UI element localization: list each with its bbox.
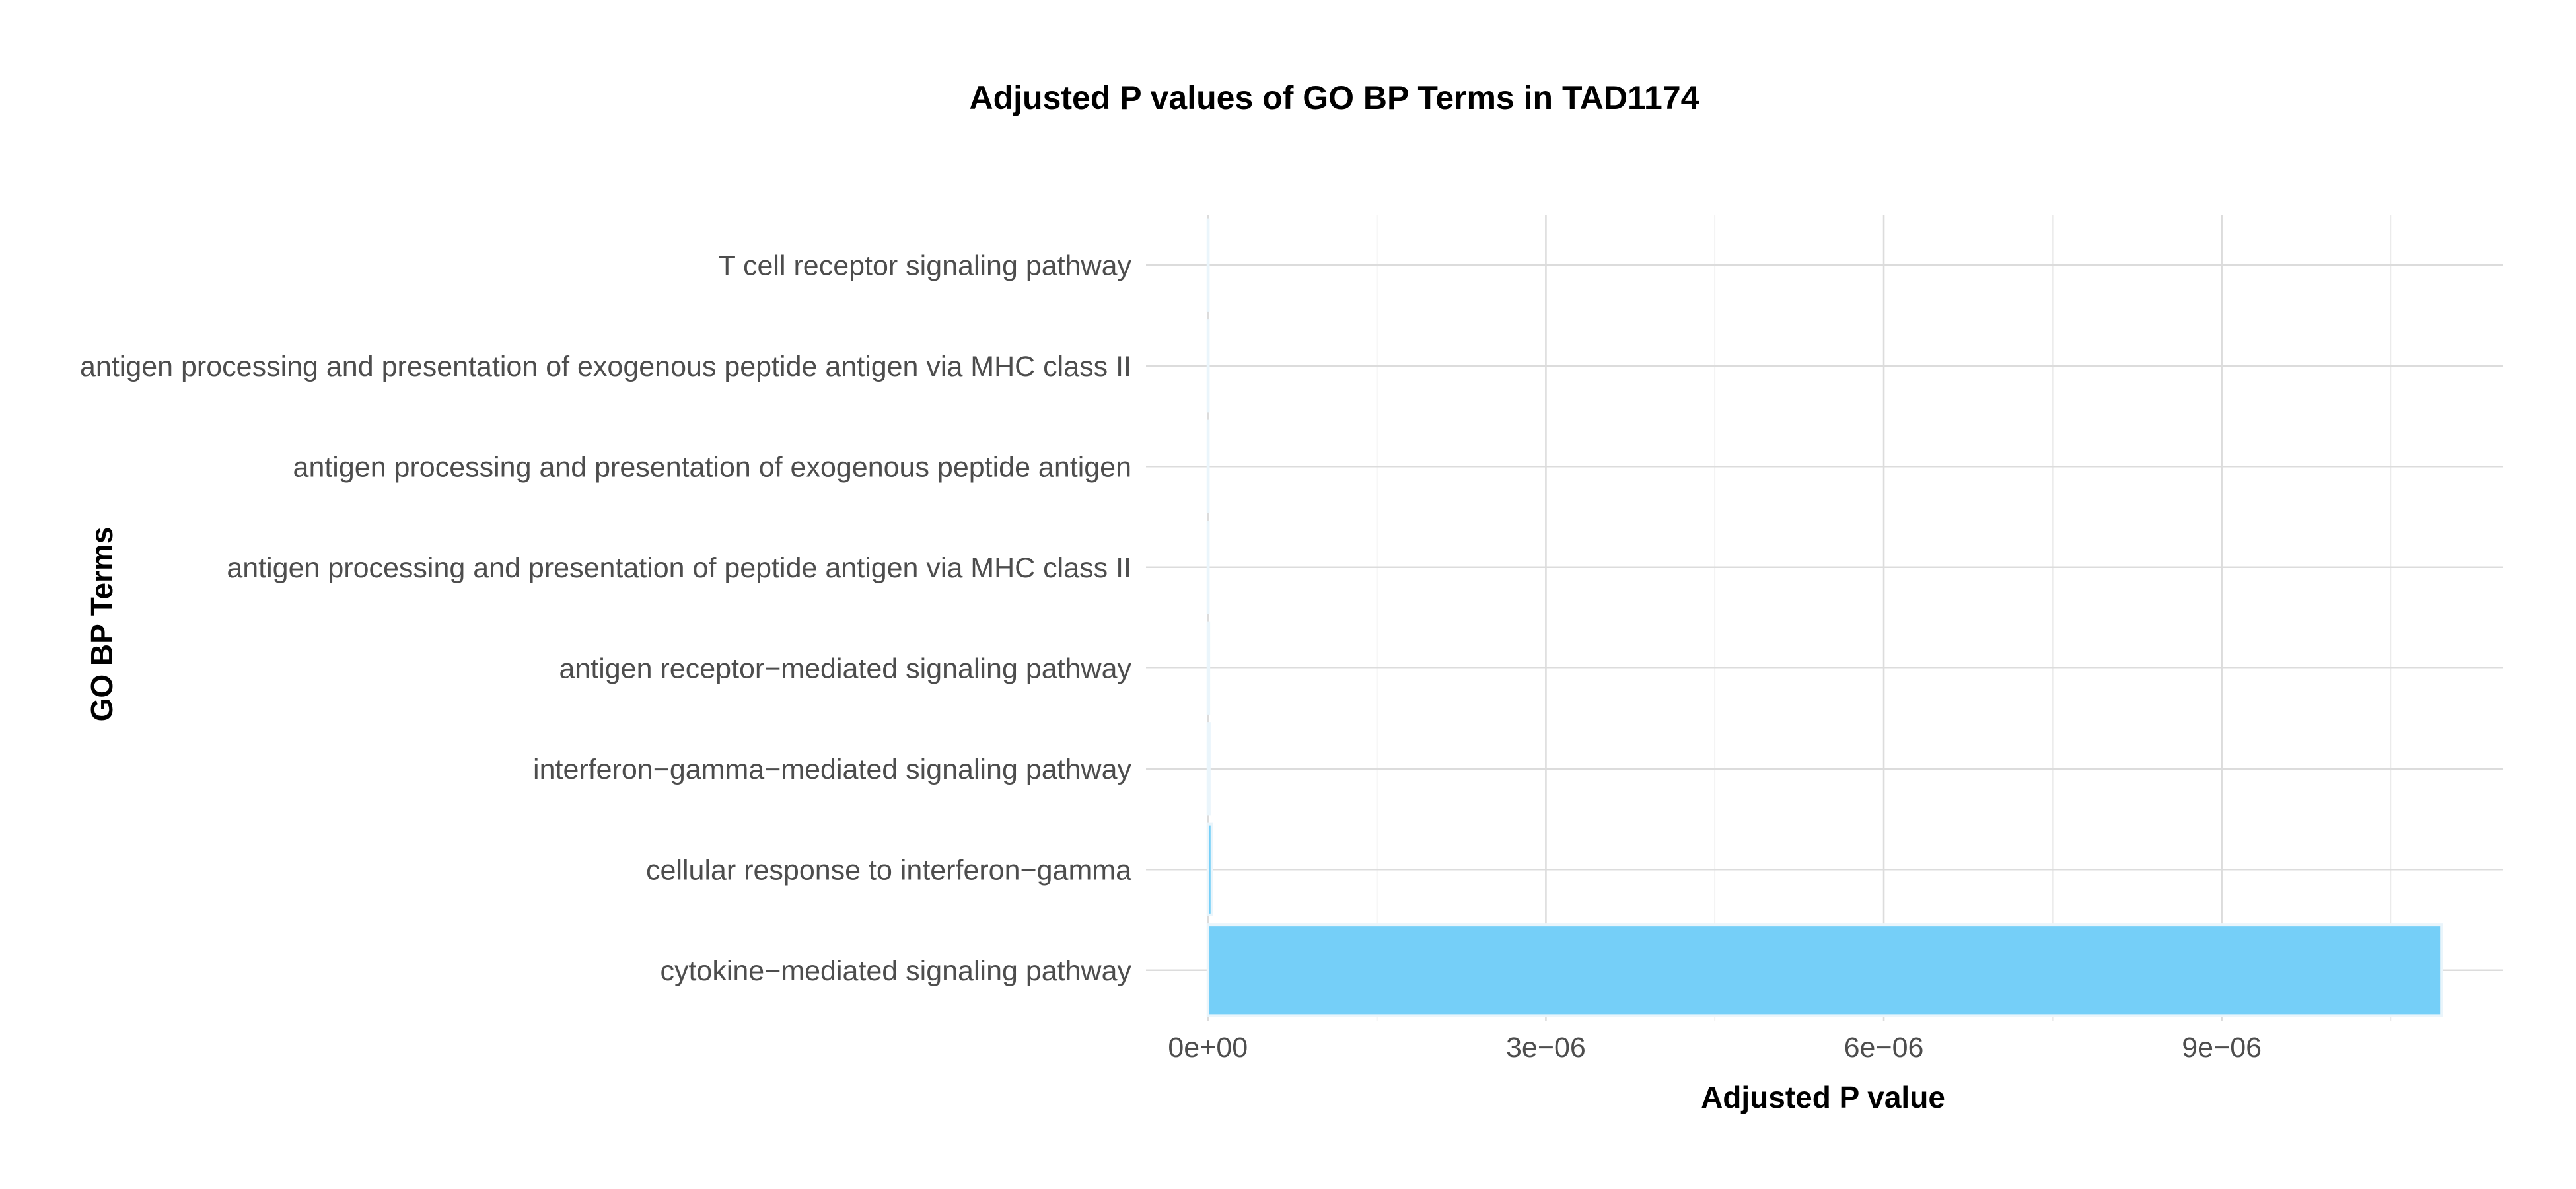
bar-antigen-processing-and-presentation-of-exogenous-peptide-antigen-via-mhc-class-ii (1206, 319, 1210, 413)
grid (1146, 215, 2503, 1021)
x-tick-label: 9e−06 (2182, 1032, 2262, 1063)
y-tick-label: antigen processing and presentation of e… (293, 451, 1131, 483)
bar-t-cell-receptor-signaling-pathway (1206, 218, 1210, 312)
y-axis-title: GO BP Terms (85, 527, 119, 722)
bars (1206, 218, 2443, 1017)
y-tick-label: interferon−gamma−mediated signaling path… (533, 754, 1131, 785)
y-tick-label: antigen processing and presentation of e… (80, 351, 1131, 382)
y-tick-label: antigen processing and presentation of p… (227, 552, 1131, 584)
bar-interferon-gamma-mediated-signaling-pathway (1206, 722, 1211, 816)
bar-cellular-response-to-interferon-gamma (1206, 822, 1213, 916)
x-tick-label: 0e+00 (1168, 1032, 1248, 1063)
bar-cytokine-mediated-signaling-pathway (1206, 923, 2443, 1017)
x-tick-label: 3e−06 (1506, 1032, 1586, 1063)
x-tick-labels: 0e+00 3e−06 6e−06 9e−06 (1168, 1032, 2262, 1063)
x-axis-title: Adjusted P value (1701, 1080, 1945, 1114)
y-tick-label: cytokine−mediated signaling pathway (660, 955, 1131, 987)
y-tick-labels: T cell receptor signaling pathway antigen… (80, 250, 1132, 987)
bar-antigen-processing-and-presentation-of-exogenous-peptide-antigen (1206, 419, 1210, 513)
y-tick-label: cellular response to interferon−gamma (646, 854, 1131, 886)
y-tick-label: antigen receptor−mediated signaling path… (559, 653, 1131, 684)
y-tick-label: T cell receptor signaling pathway (719, 250, 1132, 281)
chart-title: Adjusted P values of GO BP Terms in TAD1… (970, 79, 1699, 116)
bar-antigen-processing-and-presentation-of-peptide-antigen-via-mhc-class-ii (1206, 521, 1210, 614)
bar-antigen-receptor-mediated-signaling-pathway (1206, 621, 1211, 715)
x-tick-label: 6e−06 (1844, 1032, 1924, 1063)
